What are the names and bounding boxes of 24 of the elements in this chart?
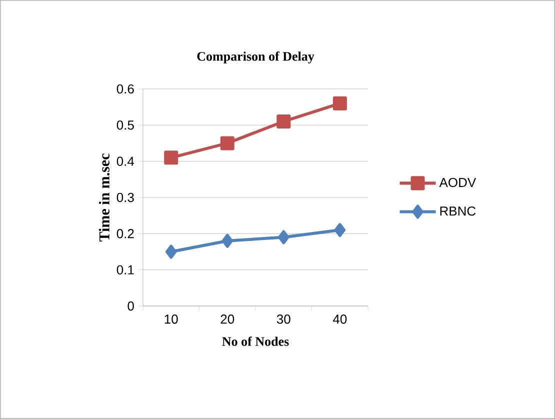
x-axis-title: No of Nodes (222, 336, 289, 346)
y-tick-label: 0 (128, 301, 134, 311)
y-tick-label: 0.2 (116, 229, 134, 238)
point (278, 230, 290, 244)
point (334, 223, 346, 238)
legend-label: AODV (439, 178, 476, 188)
point (220, 136, 234, 150)
y-tick-label: 0.5 (116, 120, 134, 130)
x-tick-label: 10 (164, 314, 178, 324)
point (276, 114, 291, 129)
x-tick-label: 30 (276, 314, 290, 324)
y-tick-label: 0.1 (116, 265, 134, 274)
chart-title: Comparison of Delay (197, 51, 314, 64)
y-tick-label: 0.6 (116, 84, 134, 94)
point (332, 96, 347, 110)
legend-label: RBNC (440, 206, 476, 216)
point (165, 244, 177, 259)
point (164, 150, 178, 165)
point (222, 234, 233, 248)
y-tick-label: 0.3 (116, 192, 134, 202)
x-tick-label: 20 (220, 314, 234, 324)
x-tick-label: 40 (332, 314, 347, 324)
y-axis-title: Time in m.sec (98, 154, 110, 242)
y-tick-label: 0.4 (116, 156, 134, 166)
